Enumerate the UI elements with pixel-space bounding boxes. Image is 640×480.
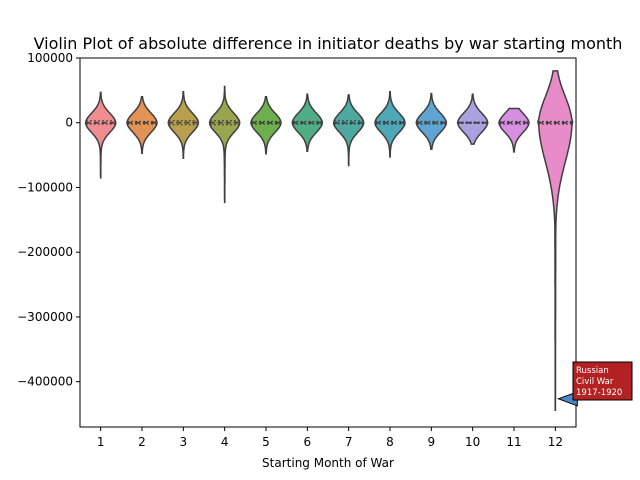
violins-layer <box>84 70 574 411</box>
y-tick-label: −400000 <box>17 375 73 389</box>
x-tick-label: 3 <box>180 435 188 449</box>
x-tick-label: 12 <box>548 435 563 449</box>
plot-frame <box>79 57 577 428</box>
x-tick-label: 7 <box>345 435 353 449</box>
violin-body-7 <box>332 94 365 167</box>
x-axis: 1 2 3 4 5 6 7 8 9 10 11 12 <box>97 427 563 449</box>
x-tick-label: 9 <box>428 435 436 449</box>
y-tick-label: −100000 <box>17 180 73 194</box>
x-tick-label: 10 <box>465 435 480 449</box>
violin-body-6 <box>291 93 324 152</box>
annotation-text-line: Civil War <box>576 377 614 387</box>
x-tick-label: 2 <box>138 435 146 449</box>
violin-body-2 <box>126 96 158 154</box>
chart-title: Violin Plot of absolute difference in in… <box>34 34 623 53</box>
violin-body-10 <box>456 93 489 145</box>
annotation-text-line: Russian <box>576 366 609 376</box>
x-tick-label: 1 <box>97 435 105 449</box>
x-axis-label: Starting Month of War <box>262 456 394 470</box>
y-tick-label: −200000 <box>17 245 73 259</box>
y-tick-label: 100000 <box>27 51 73 65</box>
violin-body-12 <box>537 70 574 411</box>
y-tick-label: 0 <box>65 116 73 130</box>
x-tick-label: 11 <box>506 435 521 449</box>
violin-body-8 <box>374 90 406 158</box>
y-tick-label: −300000 <box>17 310 73 324</box>
violin-body-9 <box>415 92 448 151</box>
x-tick-label: 6 <box>304 435 312 449</box>
x-tick-label: 4 <box>221 435 229 449</box>
violin-body-4 <box>208 85 241 204</box>
violin-body-3 <box>167 90 200 160</box>
annotation-box <box>572 361 633 401</box>
violin-body-1 <box>84 91 117 179</box>
annotation-text-line: 1917-1920 <box>576 388 622 398</box>
violin-body-5 <box>250 96 282 155</box>
x-tick-label: 5 <box>262 435 270 449</box>
y-axis: 100000 0 −100000 −200000 −300000 −400000 <box>17 51 80 389</box>
x-tick-label: 8 <box>386 435 394 449</box>
